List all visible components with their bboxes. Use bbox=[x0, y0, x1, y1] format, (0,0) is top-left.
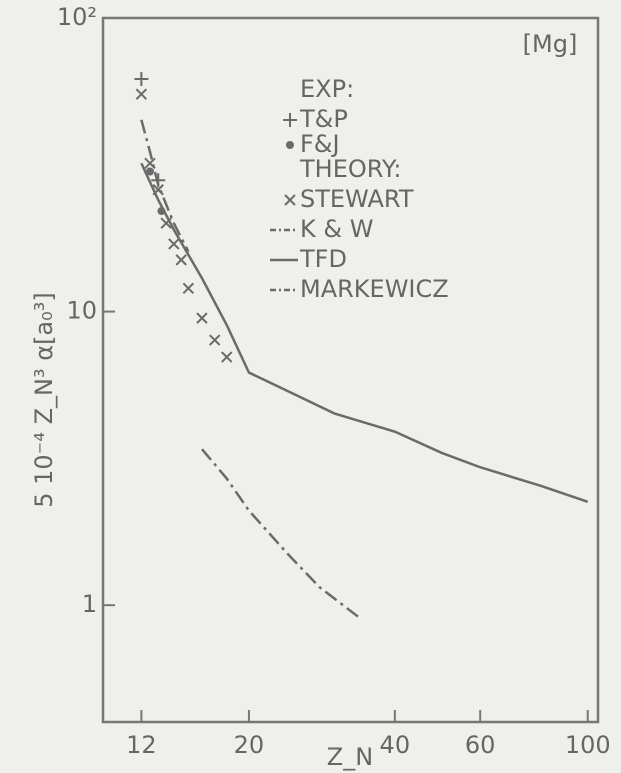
x-axis-label: Z_N bbox=[327, 743, 373, 771]
marker bbox=[196, 312, 208, 324]
x-tick-label: 20 bbox=[234, 731, 265, 759]
marker bbox=[182, 282, 195, 295]
marker bbox=[208, 334, 221, 346]
dot-marker bbox=[286, 141, 294, 149]
plot-frame bbox=[101, 16, 600, 724]
x-tick-label: 100 bbox=[565, 731, 611, 759]
legend-label: T&P bbox=[299, 105, 348, 133]
x-tick-label: 12 bbox=[126, 731, 157, 759]
y-tick-label: 10² bbox=[57, 3, 97, 31]
cross-marker bbox=[135, 88, 148, 100]
legend-label: STEWART bbox=[300, 185, 414, 213]
plus-marker bbox=[134, 71, 149, 86]
legend-header: EXP: bbox=[300, 75, 354, 103]
y-tick-label: 1 bbox=[82, 590, 97, 618]
cross-marker bbox=[221, 351, 233, 363]
marker bbox=[168, 238, 180, 250]
series-line bbox=[140, 119, 190, 253]
legend-label: TFD bbox=[299, 245, 347, 273]
plus-marker bbox=[283, 113, 297, 127]
cross-marker bbox=[182, 282, 195, 295]
cross-marker bbox=[284, 194, 296, 206]
cross-marker bbox=[168, 238, 180, 250]
marker bbox=[134, 71, 149, 86]
marker bbox=[175, 254, 187, 266]
legend-header: THEORY: bbox=[299, 155, 401, 183]
marker bbox=[135, 88, 148, 100]
cross-marker bbox=[196, 312, 208, 324]
x-tick-label: 60 bbox=[465, 731, 496, 759]
marker bbox=[221, 351, 233, 363]
series-line bbox=[200, 448, 362, 620]
marker bbox=[145, 167, 154, 176]
legend-swatch bbox=[284, 194, 296, 206]
annotation: [Mg] bbox=[523, 30, 578, 58]
legend-swatch bbox=[283, 113, 297, 127]
dot-marker bbox=[145, 167, 154, 176]
cross-marker bbox=[208, 334, 221, 346]
y-axis-label: 5 10⁻⁴ Z_N³ α[a₀³] bbox=[30, 292, 58, 508]
x-tick-label: 40 bbox=[380, 731, 411, 759]
legend-swatch bbox=[286, 141, 294, 149]
y-tick-label: 10 bbox=[66, 297, 97, 325]
legend-label: F&J bbox=[300, 130, 340, 158]
series-line bbox=[140, 162, 589, 503]
legend-label: MARKEWICZ bbox=[300, 275, 449, 303]
legend-label: K & W bbox=[300, 215, 373, 243]
cross-marker bbox=[175, 254, 187, 266]
